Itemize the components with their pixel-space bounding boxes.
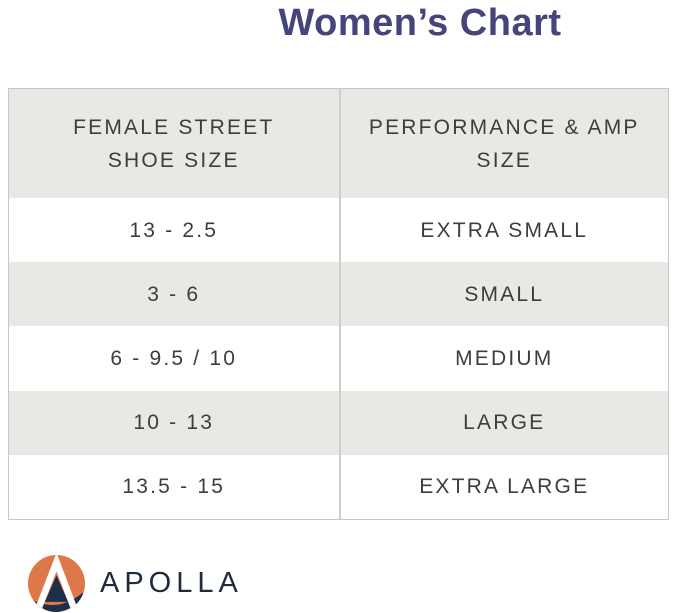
performance-size-value: SMALL <box>338 262 669 327</box>
performance-size-value: LARGE <box>338 390 669 455</box>
table-row: 3 - 6 SMALL <box>9 262 669 327</box>
shoe-size-value: 13.5 - 15 <box>122 475 226 499</box>
performance-size-value: EXTRA LARGE <box>338 454 669 520</box>
brand-footer: APOLLA <box>28 555 243 612</box>
header-line: SIZE <box>476 148 532 172</box>
column-header-street-shoe-size: FEMALE STREET SHOE SIZE <box>9 89 339 198</box>
shoe-size-value: 6 - 9.5 / 10 <box>110 347 238 370</box>
apolla-logo-icon <box>28 555 85 612</box>
performance-size-value: MEDIUM <box>338 326 669 391</box>
shoe-size-value: 13 - 2.5 <box>129 218 219 242</box>
table-row: 6 - 9.5 / 10 MEDIUM <box>9 326 669 391</box>
table-row: 10 - 13 LARGE <box>9 390 669 455</box>
shoe-size-value: 3 - 6 <box>147 282 201 306</box>
table-header-row: FEMALE STREET SHOE SIZE PERFORMANCE & AM… <box>9 89 668 198</box>
brand-name: APOLLA <box>100 567 243 599</box>
header-line: SHOE SIZE <box>107 148 240 172</box>
page-title: Women’s Chart <box>278 2 562 44</box>
table-row: 13 - 2.5 EXTRA SMALL <box>9 198 669 263</box>
performance-size-value: EXTRA SMALL <box>338 198 669 263</box>
shoe-size-value: 10 - 13 <box>133 411 215 435</box>
header-line: FEMALE STREET <box>73 115 275 139</box>
column-header-performance-amp-size: PERFORMANCE & AMP SIZE <box>338 89 669 198</box>
table-row: 13.5 - 15 EXTRA LARGE <box>9 454 669 520</box>
header-line: PERFORMANCE & AMP <box>368 115 640 139</box>
womens-size-table: FEMALE STREET SHOE SIZE PERFORMANCE & AM… <box>8 88 669 520</box>
